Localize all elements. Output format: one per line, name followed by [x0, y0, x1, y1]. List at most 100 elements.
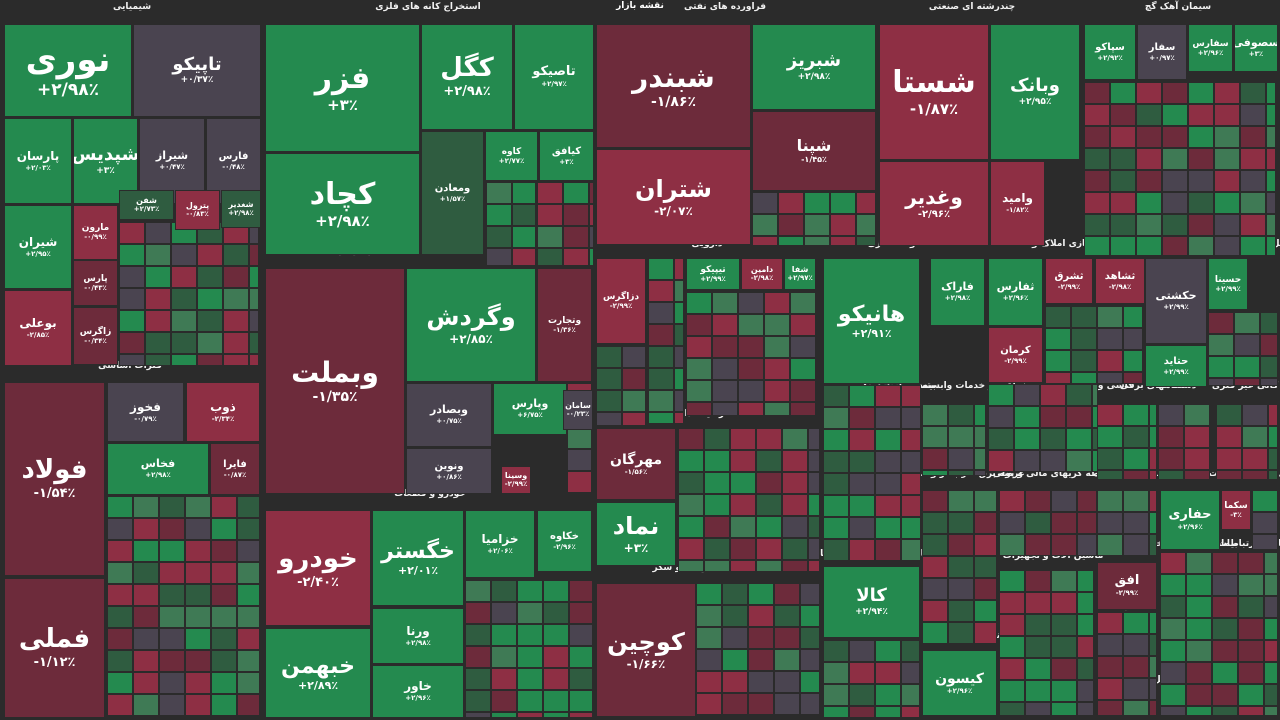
stock-cell[interactable] — [1186, 596, 1212, 618]
stock-cell[interactable] — [1214, 214, 1240, 236]
stock-cell[interactable] — [722, 671, 748, 693]
stock-cell[interactable] — [901, 640, 920, 662]
stock-cell[interactable] — [738, 336, 764, 358]
stock-cell[interactable] — [948, 426, 974, 448]
stock-cell[interactable] — [543, 690, 569, 712]
stock-cell[interactable] — [197, 288, 223, 310]
stock-cell[interactable] — [223, 310, 249, 332]
stock-cell[interactable] — [1149, 678, 1157, 700]
stock-cell[interactable] — [730, 516, 756, 538]
stock-cell[interactable] — [782, 560, 808, 572]
stock-cell[interactable] — [1186, 684, 1212, 706]
stock-cell[interactable] — [648, 302, 674, 324]
stock-cell[interactable] — [756, 428, 782, 450]
stock-cell[interactable] — [674, 258, 684, 280]
stock-cell[interactable] — [237, 496, 260, 518]
stock-cell[interactable] — [800, 649, 820, 671]
stock-cell[interactable] — [922, 622, 948, 644]
stock-cell[interactable] — [145, 354, 171, 366]
stock-cell[interactable] — [704, 428, 730, 450]
stock-cell[interactable] — [856, 214, 876, 236]
stock-cell[interactable] — [171, 288, 197, 310]
stock-cell[interactable] — [145, 266, 171, 288]
stock-cell[interactable] — [1238, 574, 1264, 596]
stock-cell[interactable] — [1136, 214, 1162, 236]
stock-cell[interactable] — [1162, 82, 1188, 104]
stock-cell[interactable] — [569, 668, 593, 690]
stock-cell[interactable] — [823, 495, 849, 517]
stock-cell[interactable] — [1162, 148, 1188, 170]
stock-cell[interactable] — [686, 336, 712, 358]
stock-cell[interactable] — [1110, 126, 1136, 148]
stock-cell[interactable] — [185, 694, 211, 716]
stock-cell[interactable] — [249, 266, 259, 288]
stock-cell[interactable] — [774, 649, 800, 671]
stock-cell[interactable] — [782, 538, 808, 560]
stock-cell[interactable] — [1097, 404, 1123, 426]
stock-tile[interactable]: وسینا -۲/۹۹٪ — [501, 466, 531, 494]
stock-cell[interactable] — [465, 668, 491, 690]
stock-cell[interactable] — [1212, 662, 1238, 684]
stock-cell[interactable] — [237, 540, 260, 562]
stock-cell[interactable] — [1266, 236, 1276, 256]
stock-cell[interactable] — [648, 368, 674, 390]
stock-cell[interactable] — [1214, 82, 1240, 104]
stock-cell[interactable] — [171, 332, 197, 354]
stock-cell[interactable] — [901, 684, 920, 706]
stock-cell[interactable] — [1136, 104, 1162, 126]
stock-tile[interactable]: وتجارت -۱/۳۶٪ — [537, 268, 592, 382]
stock-cell[interactable] — [133, 584, 159, 606]
stock-cell[interactable] — [823, 451, 849, 473]
stock-cell[interactable] — [756, 472, 782, 494]
stock-tile[interactable]: ثشرق -۲/۹۹٪ — [1045, 258, 1093, 304]
stock-cell[interactable] — [1066, 428, 1092, 450]
stock-cell[interactable] — [764, 402, 790, 416]
stock-cell[interactable] — [1123, 534, 1149, 556]
stock-cell[interactable] — [1025, 592, 1051, 614]
stock-cell[interactable] — [133, 540, 159, 562]
stock-cell[interactable] — [211, 628, 237, 650]
stock-cell[interactable] — [696, 583, 722, 605]
stock-cell[interactable] — [491, 712, 517, 718]
stock-cell[interactable] — [738, 314, 764, 336]
stock-cell[interactable] — [849, 385, 875, 407]
stock-cell[interactable] — [185, 584, 211, 606]
stock-cell[interactable] — [1214, 126, 1240, 148]
stock-cell[interactable] — [589, 204, 594, 226]
stock-cell[interactable] — [543, 624, 569, 646]
stock-cell[interactable] — [999, 614, 1025, 636]
stock-cell[interactable] — [1045, 328, 1071, 350]
stock-cell[interactable] — [800, 605, 820, 627]
stock-cell[interactable] — [145, 222, 171, 244]
stock-tile[interactable]: وغدیر -۲/۹۶٪ — [879, 161, 989, 246]
stock-cell[interactable] — [1240, 82, 1266, 104]
stock-cell[interactable] — [1123, 656, 1149, 678]
stock-cell[interactable] — [1097, 678, 1123, 700]
stock-cell[interactable] — [849, 706, 875, 718]
stock-cell[interactable] — [1071, 328, 1097, 350]
stock-cell[interactable] — [823, 662, 849, 684]
stock-cell[interactable] — [808, 428, 820, 450]
stock-cell[interactable] — [107, 518, 133, 540]
stock-cell[interactable] — [1208, 356, 1234, 378]
stock-cell[interactable] — [563, 248, 589, 266]
stock-cell[interactable] — [596, 390, 622, 412]
stock-cell[interactable] — [922, 534, 948, 556]
stock-cell[interactable] — [999, 570, 1025, 592]
stock-cell[interactable] — [712, 336, 738, 358]
stock-cell[interactable] — [249, 244, 259, 266]
stock-cell[interactable] — [922, 556, 948, 578]
stock-cell[interactable] — [730, 450, 756, 472]
stock-cell[interactable] — [1123, 634, 1149, 656]
stock-tile[interactable]: مهرگان -۱/۵۶٪ — [596, 428, 676, 500]
stock-cell[interactable] — [1045, 306, 1071, 328]
stock-cell[interactable] — [778, 192, 804, 214]
stock-cell[interactable] — [823, 407, 849, 429]
stock-cell[interactable] — [1066, 450, 1092, 472]
stock-cell[interactable] — [674, 324, 684, 346]
stock-cell[interactable] — [465, 624, 491, 646]
stock-cell[interactable] — [223, 354, 249, 366]
stock-cell[interactable] — [159, 694, 185, 716]
stock-cell[interactable] — [133, 694, 159, 716]
stock-cell[interactable] — [1212, 618, 1238, 640]
